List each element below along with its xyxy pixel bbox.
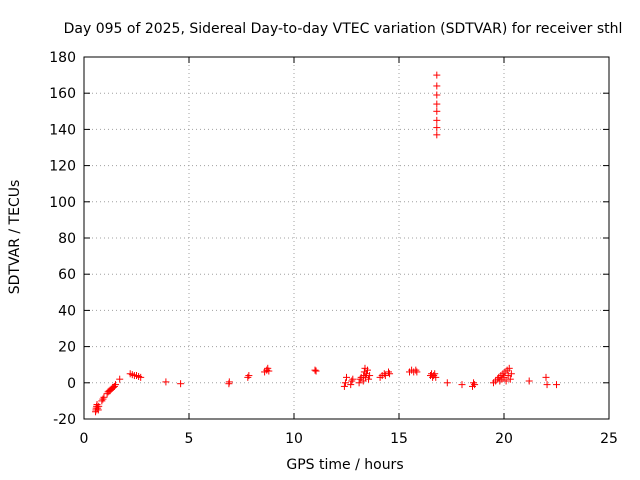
x-tick-label: 5 — [185, 431, 194, 447]
x-tick-label: 25 — [600, 431, 618, 447]
data-point — [413, 368, 421, 376]
data-point — [343, 373, 350, 381]
y-tick-label: -20 — [53, 412, 76, 428]
y-tick-label: 80 — [58, 231, 76, 247]
data-point — [265, 367, 273, 375]
data-point — [312, 367, 320, 375]
data-point — [433, 100, 441, 108]
data-point — [116, 375, 124, 383]
data-point — [505, 364, 513, 372]
data-point — [433, 131, 441, 139]
data-point — [500, 373, 508, 381]
x-axis-label: GPS time / hours — [286, 457, 403, 473]
y-tick-label: 160 — [49, 86, 76, 102]
data-point — [347, 381, 355, 389]
x-tick-label: 15 — [390, 431, 408, 447]
data-point — [362, 370, 370, 378]
data-point — [311, 366, 319, 374]
data-point — [542, 373, 550, 381]
x-tick-label: 10 — [285, 431, 303, 447]
data-point — [93, 401, 101, 409]
data-point — [98, 397, 106, 405]
data-point — [361, 373, 369, 381]
chart-title: Day 095 of 2025, Sidereal Day-to-day VTE… — [64, 21, 623, 37]
data-point — [364, 366, 371, 374]
plot-frame — [83, 56, 610, 420]
x-tick-labels: 0 5 10 15 20 25 — [80, 431, 618, 447]
data-point — [341, 379, 349, 387]
axis-ticks — [83, 56, 610, 420]
y-axis-label: SDTVAR / TECUs — [7, 180, 23, 295]
y-tick-label: 140 — [49, 122, 76, 138]
data-point — [245, 372, 253, 380]
data-point — [506, 375, 514, 383]
y-tick-label: 120 — [49, 159, 76, 175]
data-point — [385, 368, 392, 376]
data-point — [366, 372, 374, 380]
data-point — [432, 373, 440, 381]
data-point — [433, 71, 441, 79]
data-point — [553, 381, 560, 389]
data-point — [112, 381, 119, 389]
data-point — [433, 91, 441, 99]
data-point — [431, 370, 439, 378]
y-tick-label: 100 — [49, 195, 76, 211]
data-point — [94, 404, 102, 412]
data-point — [137, 373, 145, 381]
y-tick-label: 0 — [67, 376, 76, 392]
y-tick-label: 20 — [58, 340, 76, 356]
data-point — [162, 378, 170, 386]
data-point — [443, 379, 451, 387]
data-point — [433, 124, 441, 132]
data-point — [177, 380, 185, 388]
data-point — [110, 382, 118, 390]
data-point — [100, 393, 108, 401]
data-point — [433, 107, 441, 115]
y-tick-label: 60 — [58, 267, 76, 283]
data-point — [244, 373, 252, 381]
data-point — [502, 377, 510, 385]
data-point — [507, 370, 515, 378]
data-point — [355, 379, 363, 387]
data-point — [504, 372, 512, 380]
data-point — [412, 366, 420, 374]
data-point — [470, 379, 478, 387]
data-points — [92, 71, 560, 416]
data-point — [95, 402, 103, 410]
y-tick-label: 40 — [58, 303, 76, 319]
data-point — [348, 377, 356, 385]
data-point — [340, 382, 348, 390]
data-point — [381, 372, 389, 380]
data-point — [349, 375, 357, 383]
data-point — [225, 378, 233, 386]
data-point — [356, 375, 364, 383]
grid — [84, 57, 609, 419]
data-point — [365, 375, 373, 383]
data-point — [433, 82, 441, 90]
data-point — [433, 116, 441, 124]
x-tick-label: 0 — [80, 431, 89, 447]
data-point — [458, 381, 466, 389]
data-point — [386, 370, 394, 378]
data-point — [99, 395, 107, 403]
data-point — [543, 381, 551, 389]
data-point — [525, 377, 533, 385]
y-tick-labels: -20 0 20 40 60 80 100 120 140 160 180 — [49, 50, 76, 428]
data-point — [471, 381, 479, 389]
x-tick-label: 20 — [495, 431, 513, 447]
y-tick-label: 180 — [49, 50, 76, 66]
